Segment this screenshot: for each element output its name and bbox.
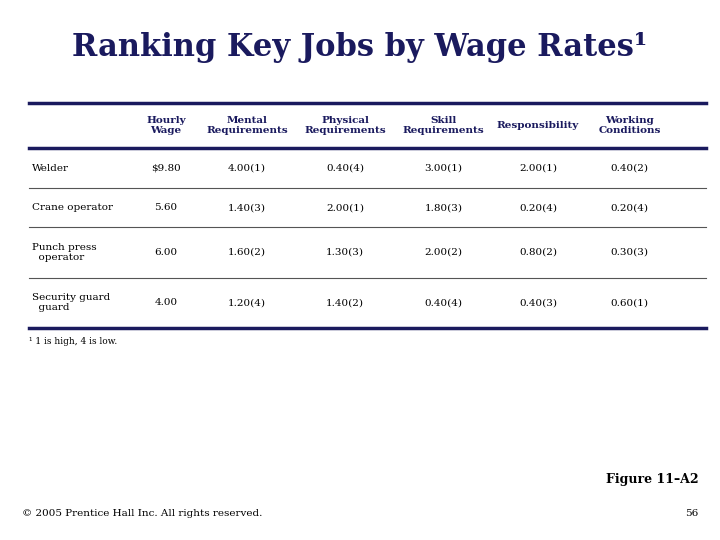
- Text: 1.30(3): 1.30(3): [326, 248, 364, 257]
- Text: © 2005 Prentice Hall Inc. All rights reserved.: © 2005 Prentice Hall Inc. All rights res…: [22, 509, 262, 518]
- Text: Working
Conditions: Working Conditions: [598, 116, 661, 135]
- Text: 0.40(4): 0.40(4): [326, 164, 364, 173]
- Text: Physical
Requirements: Physical Requirements: [305, 116, 386, 135]
- Text: 1.20(4): 1.20(4): [228, 298, 266, 307]
- Text: 3.00(1): 3.00(1): [424, 164, 462, 173]
- Text: 4.00: 4.00: [154, 298, 177, 307]
- Text: 0.60(1): 0.60(1): [611, 298, 649, 307]
- Text: Punch press
  operator: Punch press operator: [32, 243, 97, 262]
- Text: 4.00(1): 4.00(1): [228, 164, 266, 173]
- Text: 1.80(3): 1.80(3): [424, 203, 462, 212]
- Text: 1.40(2): 1.40(2): [326, 298, 364, 307]
- Text: Responsibility: Responsibility: [497, 121, 579, 130]
- Text: 0.40(3): 0.40(3): [519, 298, 557, 307]
- Text: Figure 11–A2: Figure 11–A2: [606, 473, 698, 486]
- Text: 2.00(1): 2.00(1): [519, 164, 557, 173]
- Text: 0.80(2): 0.80(2): [519, 248, 557, 257]
- Text: 1.60(2): 1.60(2): [228, 248, 266, 257]
- Text: Welder: Welder: [32, 164, 69, 173]
- Text: Hourly
Wage: Hourly Wage: [146, 116, 186, 135]
- Text: 56: 56: [685, 509, 698, 518]
- Text: 0.30(3): 0.30(3): [611, 248, 649, 257]
- Text: Skill
Requirements: Skill Requirements: [402, 116, 484, 135]
- Text: ¹ 1 is high, 4 is low.: ¹ 1 is high, 4 is low.: [29, 338, 117, 347]
- Text: Security guard
  guard: Security guard guard: [32, 293, 111, 312]
- Text: 0.40(4): 0.40(4): [424, 298, 462, 307]
- Text: 1.40(3): 1.40(3): [228, 203, 266, 212]
- Text: 0.20(4): 0.20(4): [519, 203, 557, 212]
- Text: 2.00(2): 2.00(2): [424, 248, 462, 257]
- Text: Mental
Requirements: Mental Requirements: [206, 116, 288, 135]
- Text: Ranking Key Jobs by Wage Rates¹: Ranking Key Jobs by Wage Rates¹: [72, 32, 648, 63]
- Text: 0.40(2): 0.40(2): [611, 164, 649, 173]
- Text: 2.00(1): 2.00(1): [326, 203, 364, 212]
- Text: $9.80: $9.80: [151, 164, 181, 173]
- Text: 6.00: 6.00: [154, 248, 177, 257]
- Text: 0.20(4): 0.20(4): [611, 203, 649, 212]
- Text: 5.60: 5.60: [154, 203, 177, 212]
- Text: Crane operator: Crane operator: [32, 203, 114, 212]
